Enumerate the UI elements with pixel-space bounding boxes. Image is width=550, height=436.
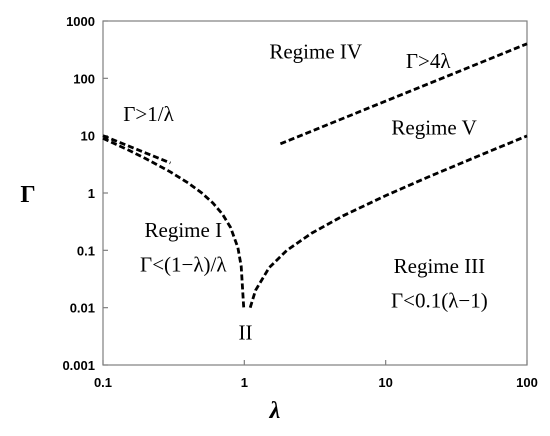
annotation: Regime I [145, 218, 223, 242]
annotations: Regime IV Γ>4λ Γ>1/λ Regime V Regime I Γ<(1−λ… [123, 40, 487, 345]
plot-frame [102, 20, 528, 366]
y-tick-label: 100 [73, 71, 95, 86]
axis-ticks: 0.1 1 10 100 0.001 0.01 0.1 1 10 100 1000 [62, 14, 537, 390]
annotation: Γ>4λ [406, 49, 451, 73]
x-tick-label: 0.1 [94, 375, 112, 390]
annotation: Regime IV [269, 40, 362, 64]
annotation: Regime III [394, 254, 486, 278]
annotation: Γ<(1−λ)/λ [140, 252, 227, 276]
series-line-2 [248, 134, 528, 309]
y-tick-label: 0.01 [70, 301, 95, 316]
series-line-0 [102, 137, 246, 308]
series-line-1 [102, 134, 171, 165]
y-tick-label: 1000 [66, 14, 95, 29]
x-axis-label: λ [269, 398, 281, 424]
x-tick-label: 10 [378, 375, 392, 390]
y-tick-label: 0.1 [77, 243, 95, 258]
series-line-3 [279, 42, 528, 146]
curves [102, 42, 528, 309]
annotation: II [239, 320, 253, 344]
y-axis-label: Γ [20, 182, 35, 208]
y-tick-label: 10 [81, 129, 95, 144]
x-tick-label: 100 [516, 375, 538, 390]
y-tick-label: 0.001 [62, 358, 95, 373]
annotation: Γ<0.1(λ−1) [391, 289, 488, 313]
annotation: Regime V [391, 115, 476, 139]
y-tick-label: 1 [88, 186, 95, 201]
annotation: Γ>1/λ [123, 102, 174, 126]
x-tick-label: 1 [241, 375, 248, 390]
